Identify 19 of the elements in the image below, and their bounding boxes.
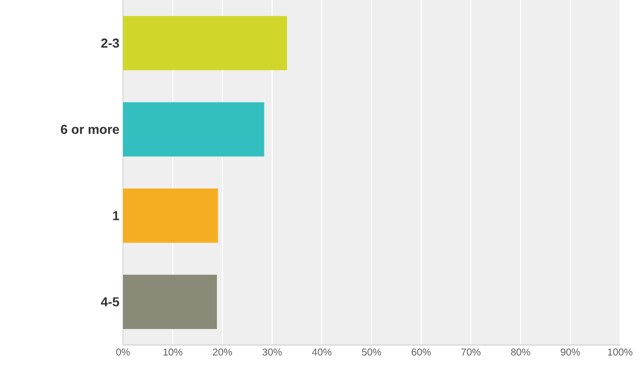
x-tick-label: 0% [116,348,130,356]
bar [123,16,288,70]
x-tick-label: 40% [312,348,332,356]
x-tick-label: 10% [164,348,182,356]
bar [123,188,218,243]
x-tick-label: 80% [511,348,530,356]
x-tick-label: 20% [212,348,232,356]
x-tick-label: 50% [362,348,382,356]
x-tick-label: 30% [262,348,282,356]
bar [123,102,264,157]
bar [123,274,217,330]
y-tick-label: 6 or more [60,124,120,134]
x-tick-label: 90% [560,348,580,356]
y-tick-label: 2-3 [101,38,120,48]
y-tick-label: 4-5 [100,297,120,306]
x-tick-label: 70% [461,348,481,356]
x-tick-label: 60% [412,348,431,356]
y-tick-label: 1 [113,211,120,220]
x-tick-label: 100% [608,348,632,356]
